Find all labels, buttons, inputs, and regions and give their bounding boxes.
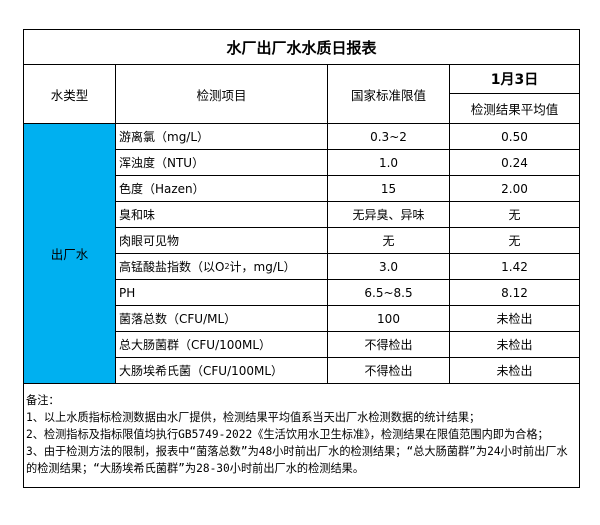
standard-cell: 15: [328, 176, 450, 201]
result-cell: 2.00: [501, 181, 528, 196]
header-result: 检测结果平均值: [470, 102, 559, 117]
table-row: 总大肠菌群（CFU/100ML） 不得检出 未检出: [116, 332, 579, 358]
table-row: 肉眼可见物无无: [116, 228, 579, 254]
standard-cell: 3.0: [328, 254, 450, 279]
header-item: 检测项目: [116, 65, 328, 123]
table-row: 菌落总数（CFU/ML） 100 未检出: [116, 306, 579, 332]
note-line: 3、由于检测方法的限制，报表中“菌落总数”为48小时前出厂水的检测结果；“总大肠…: [26, 445, 568, 475]
header-date: 1月3日: [450, 65, 579, 94]
item-subscript: 2: [224, 262, 230, 271]
item-cell: 菌落总数（CFU/ML）: [116, 306, 328, 331]
standard-cell: 不得检出: [328, 332, 450, 357]
table-row: 大肠埃希氏菌（CFU/100ML） 不得检出 未检出: [116, 358, 579, 383]
item-cell: 肉眼可见物: [116, 228, 328, 253]
standard-cell: 1.0: [328, 150, 450, 175]
item-cell: 色度（Hazen）: [116, 176, 328, 201]
table-row: 游离氯（mg/L） 0.3~2 0.50: [116, 124, 579, 150]
standard-cell: 无: [328, 228, 450, 253]
water-type-cell: 出厂水: [24, 124, 116, 383]
result-cell: 未检出: [496, 312, 533, 326]
table-body: 出厂水 游离氯（mg/L） 0.3~2 0.50 浑浊度（NTU） 1.0 0.24 色度（…: [24, 124, 579, 384]
notes: 备注： 1、以上水质指标检测数据由水厂提供，检测结果平均值系当天出厂水检测数据的统…: [24, 384, 579, 487]
result-cell: 1.42: [501, 259, 528, 274]
report-title: 水厂出厂水水质日报表: [24, 30, 579, 65]
table-header: 水类型 检测项目 国家标准限值 1月3日 检测结果平均值: [24, 65, 579, 124]
item-text: 高锰酸盐指数（以O: [119, 260, 225, 274]
item-cell: 总大肠菌群（CFU/100ML）: [116, 332, 328, 357]
item-cell: 高锰酸盐指数（以O 2 计，mg/L）: [116, 254, 328, 279]
result-cell: 无: [508, 208, 521, 222]
item-cell: 大肠埃希氏菌（CFU/100ML）: [116, 358, 328, 383]
result-cell: 未检出: [496, 338, 533, 352]
result-cell: 0.50: [501, 129, 528, 144]
water-quality-table: 水厂出厂水水质日报表 水类型 检测项目 国家标准限值 1月3日 检测结果平均值 …: [23, 29, 580, 488]
result-cell: 0.24: [501, 155, 528, 170]
table-row: 浑浊度（NTU） 1.0 0.24: [116, 150, 579, 176]
note-line: 备注：: [26, 394, 60, 407]
result-cell: 未检出: [496, 364, 533, 378]
standard-cell: 0.3~2: [328, 124, 450, 149]
item-cell: 臭和味: [116, 202, 328, 227]
item-cell: 浑浊度（NTU）: [116, 150, 328, 175]
item-cell: PH: [116, 280, 328, 305]
header-type: 水类型: [24, 65, 116, 123]
result-cell: 8.12: [501, 285, 528, 300]
note-line: 1、以上水质指标检测数据由水厂提供，检测结果平均值系当天出厂水检测数据的统计结果…: [26, 411, 481, 424]
header-date-group: 1月3日 检测结果平均值: [450, 65, 579, 123]
table-row: 高锰酸盐指数（以O 2 计，mg/L） 3.0 1.42: [116, 254, 579, 280]
standard-cell: 无异臭、异味: [328, 202, 450, 227]
item-text: 计，mg/L）: [229, 260, 296, 274]
table-row: 色度（Hazen） 15 2.00: [116, 176, 579, 202]
table-row: 臭和味 无异臭、异味 无: [116, 202, 579, 228]
standard-cell: 6.5~8.5: [328, 280, 450, 305]
table-row: PH 6.5~8.5 8.12: [116, 280, 579, 306]
header-standard: 国家标准限值: [328, 65, 450, 123]
standard-cell: 100: [328, 306, 450, 331]
result-cell: 无: [508, 234, 521, 248]
item-cell: 游离氯（mg/L）: [116, 124, 328, 149]
standard-cell: 不得检出: [328, 358, 450, 383]
note-line: 2、检测指标及指标限值均执行GB5749-2022《生活饮用水卫生标准》，检测结…: [26, 428, 549, 441]
